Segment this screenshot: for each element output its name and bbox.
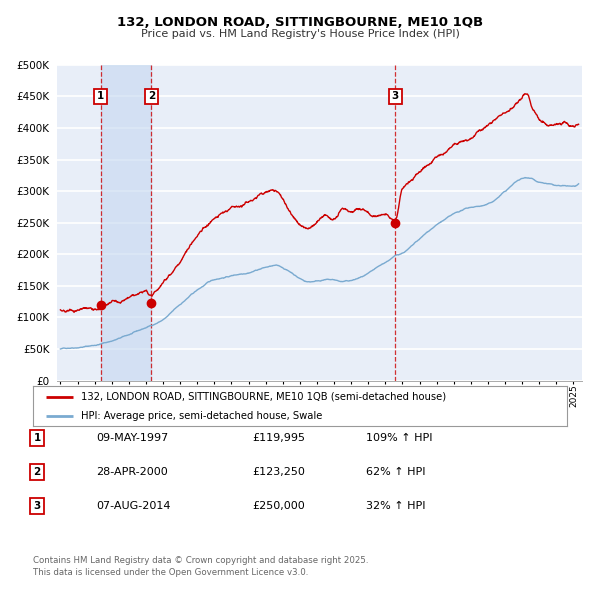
Text: 132, LONDON ROAD, SITTINGBOURNE, ME10 1QB (semi-detached house): 132, LONDON ROAD, SITTINGBOURNE, ME10 1Q… [81,392,446,402]
Text: £250,000: £250,000 [252,502,305,511]
Text: 2: 2 [34,467,41,477]
Text: 09-MAY-1997: 09-MAY-1997 [96,433,168,442]
Text: 132, LONDON ROAD, SITTINGBOURNE, ME10 1QB: 132, LONDON ROAD, SITTINGBOURNE, ME10 1Q… [117,16,483,29]
Text: 3: 3 [392,91,399,101]
Text: 07-AUG-2014: 07-AUG-2014 [96,502,170,511]
Text: 28-APR-2000: 28-APR-2000 [96,467,168,477]
Text: 32% ↑ HPI: 32% ↑ HPI [366,502,425,511]
Text: 109% ↑ HPI: 109% ↑ HPI [366,433,433,442]
Text: 1: 1 [97,91,104,101]
Text: 62% ↑ HPI: 62% ↑ HPI [366,467,425,477]
Text: Contains HM Land Registry data © Crown copyright and database right 2025.
This d: Contains HM Land Registry data © Crown c… [33,556,368,576]
Text: Price paid vs. HM Land Registry's House Price Index (HPI): Price paid vs. HM Land Registry's House … [140,30,460,39]
Text: 2: 2 [148,91,155,101]
Text: £123,250: £123,250 [252,467,305,477]
Text: 3: 3 [34,502,41,511]
Text: HPI: Average price, semi-detached house, Swale: HPI: Average price, semi-detached house,… [81,411,322,421]
Text: £119,995: £119,995 [252,433,305,442]
Bar [101,65,151,381]
Text: 1: 1 [34,433,41,442]
